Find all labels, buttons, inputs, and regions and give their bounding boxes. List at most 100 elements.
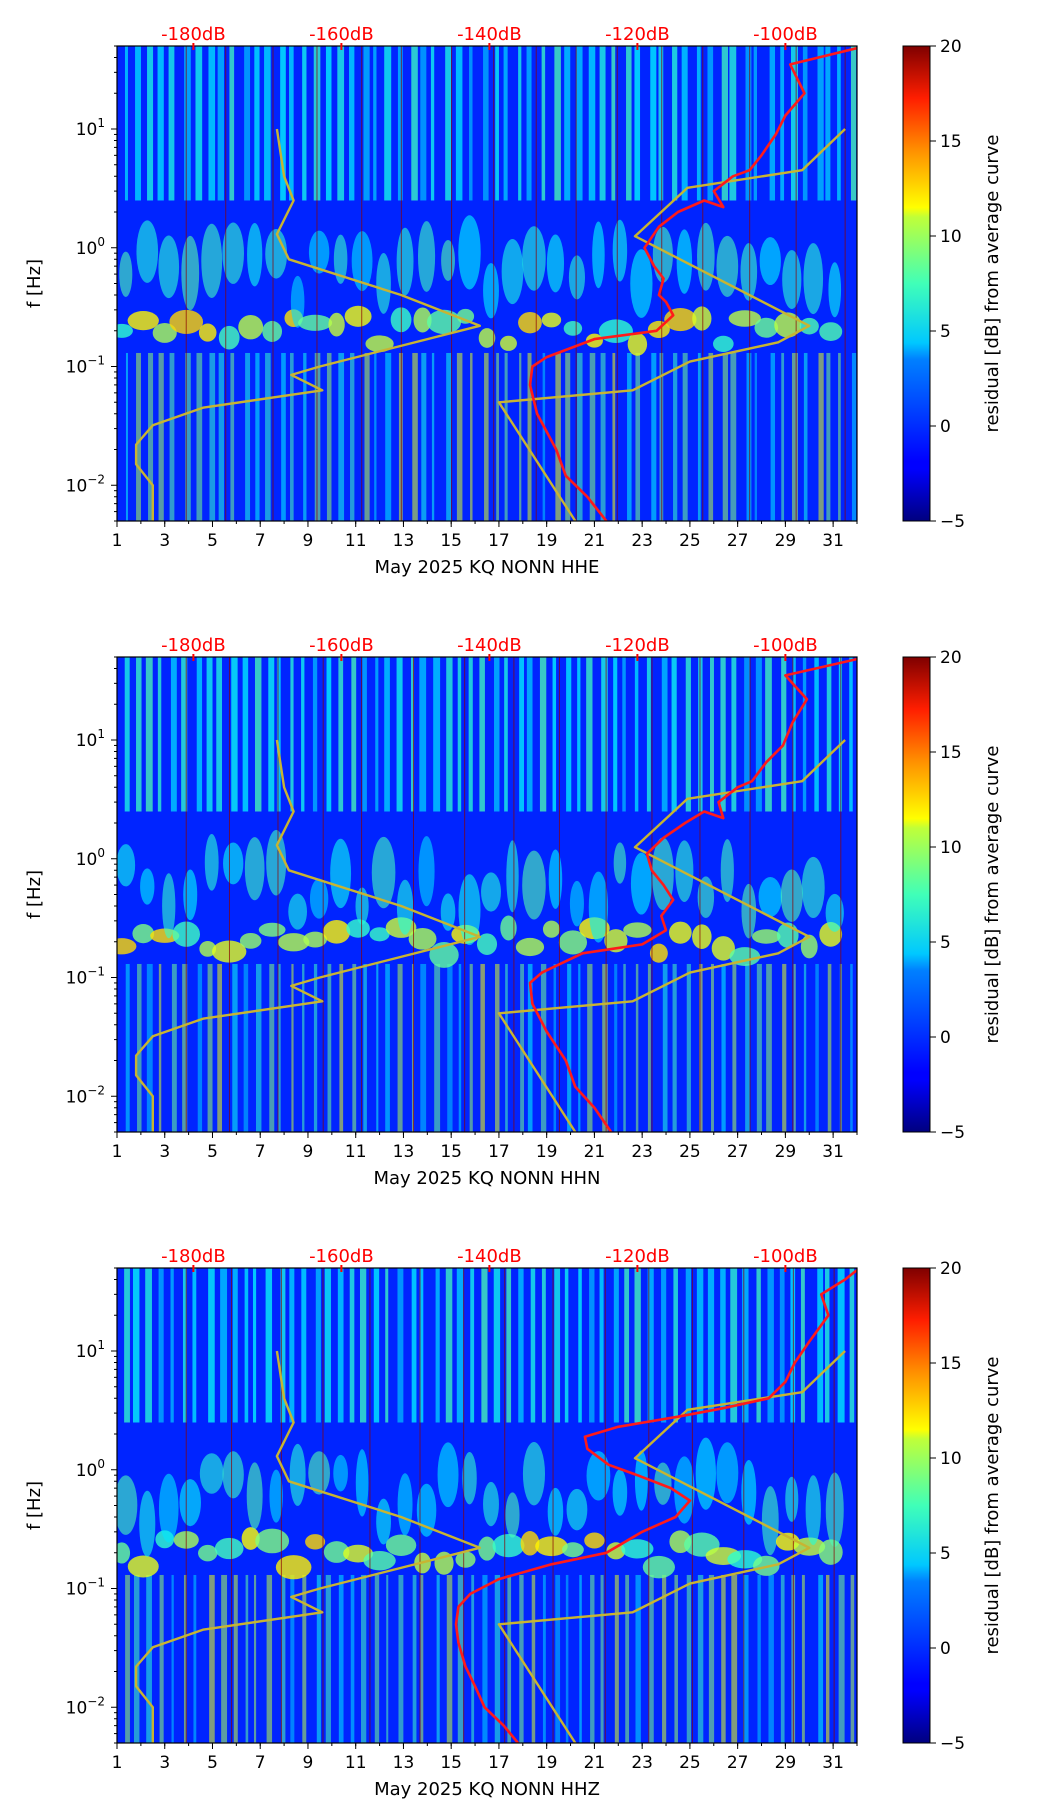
spectrogram-band bbox=[586, 657, 593, 812]
spectrogram-blob bbox=[642, 1555, 675, 1579]
spectrogram-blob bbox=[397, 1473, 413, 1536]
spectrogram-band bbox=[721, 46, 729, 201]
spectrogram-blob bbox=[214, 1537, 244, 1560]
colorbar-tick-label: 20 bbox=[940, 1259, 962, 1279]
spectrogram-band bbox=[481, 1268, 488, 1423]
spectrogram-band bbox=[588, 46, 596, 201]
spectrogram-band bbox=[800, 1268, 805, 1423]
spectrogram-band bbox=[265, 1268, 273, 1423]
spectrogram-blob bbox=[634, 1450, 648, 1511]
spectrogram-band bbox=[171, 1574, 174, 1743]
spectrogram-band bbox=[686, 1574, 692, 1743]
spectrogram-band bbox=[124, 46, 128, 201]
spectrogram-blob bbox=[363, 1550, 396, 1571]
spectrogram-blob bbox=[181, 235, 200, 311]
spectrogram-band bbox=[469, 46, 473, 201]
spectrogram-band bbox=[457, 1574, 464, 1743]
spectrogram-blob bbox=[458, 215, 481, 290]
spectrogram-band bbox=[244, 1268, 249, 1423]
spectrogram-blob bbox=[117, 844, 136, 887]
spectrogram-blob bbox=[333, 1454, 348, 1492]
spectrogram-blob bbox=[800, 934, 818, 959]
x-tick-label: 15 bbox=[440, 1753, 462, 1773]
x-tick-label: 13 bbox=[393, 1753, 415, 1773]
spectrogram-band bbox=[231, 657, 238, 812]
spectrogram-blob bbox=[801, 856, 825, 919]
spectrogram-band bbox=[136, 657, 142, 812]
spectrogram-blob bbox=[303, 931, 328, 948]
spectrogram-blob bbox=[246, 1462, 263, 1530]
spectrogram-band bbox=[721, 963, 726, 1132]
spectrogram-blob bbox=[518, 311, 542, 334]
x-tick-label: 9 bbox=[303, 1753, 314, 1773]
y-axis-label: f [Hz] bbox=[24, 1481, 45, 1530]
spectrogram-band bbox=[170, 1268, 174, 1423]
spectrogram-band bbox=[646, 657, 651, 812]
spectrogram-band bbox=[337, 1268, 344, 1423]
spectrogram-band bbox=[125, 1574, 130, 1743]
spectrogram-band bbox=[146, 1574, 152, 1743]
x-tick-label: 17 bbox=[488, 531, 510, 551]
spectrogram-band bbox=[781, 352, 785, 521]
spectrogram-blob bbox=[692, 306, 712, 331]
spectrogram-band bbox=[849, 657, 853, 812]
spectrogram-band bbox=[158, 1268, 164, 1423]
colorbar-tick-label: 0 bbox=[940, 1028, 951, 1048]
spectrogram-band bbox=[542, 352, 546, 521]
x-tick-label: 19 bbox=[536, 1142, 558, 1162]
spectrogram-band bbox=[600, 352, 606, 521]
spectrogram-band bbox=[541, 1268, 546, 1423]
spectrogram-band bbox=[483, 46, 489, 201]
x-tick-label: 25 bbox=[679, 531, 701, 551]
spectrogram-blob bbox=[440, 893, 456, 931]
spectrogram-band bbox=[779, 1268, 785, 1423]
spectrogram-band bbox=[446, 1574, 453, 1743]
spectrogram-blob bbox=[309, 878, 329, 919]
spectrogram-blob bbox=[481, 872, 501, 912]
spectrogram-band bbox=[430, 46, 435, 201]
spectrogram-band bbox=[661, 657, 668, 812]
x-tick-label: 1 bbox=[112, 1753, 123, 1773]
spectrogram-band bbox=[433, 657, 441, 812]
spectrogram-band bbox=[826, 1574, 830, 1743]
colorbar-tick-label: 10 bbox=[940, 227, 962, 247]
panel-2: 1 3 5 7 9 11 13 15 17 19 21 23 25 27 29 3110−210−110010… bbox=[24, 635, 1003, 1189]
db-scale-label: -140dB bbox=[457, 1246, 522, 1267]
spectrogram-band bbox=[673, 352, 678, 521]
spectrogram-band bbox=[730, 352, 737, 521]
x-tick-label: 3 bbox=[159, 1753, 170, 1773]
spectrogram-band bbox=[504, 657, 508, 812]
spectrogram-band bbox=[312, 657, 318, 812]
spectrogram-band bbox=[802, 657, 807, 812]
spectrogram-blob bbox=[803, 243, 824, 315]
spectrogram-blob bbox=[288, 893, 308, 930]
spectrogram-band bbox=[600, 1574, 604, 1743]
y-tick-label: 101 bbox=[76, 727, 105, 751]
spectrogram-band bbox=[197, 963, 203, 1132]
x-tick-label: 15 bbox=[440, 531, 462, 551]
spectrogram-band bbox=[732, 963, 737, 1132]
spectrogram-band bbox=[326, 352, 332, 521]
spectrogram-blob bbox=[117, 323, 133, 338]
spectrogram-band bbox=[384, 46, 392, 201]
db-scale-label: -100dB bbox=[753, 24, 818, 45]
spectrogram-band bbox=[753, 46, 757, 201]
spectrogram-blob bbox=[675, 840, 694, 902]
spectrogram-band bbox=[301, 657, 305, 812]
spectrogram-band bbox=[707, 1268, 715, 1423]
spectrogram-blob bbox=[740, 243, 758, 301]
spectrogram-blob bbox=[716, 1442, 739, 1504]
spectrogram-band bbox=[624, 1268, 630, 1423]
spectrogram-band bbox=[373, 46, 377, 201]
spectrogram-blob bbox=[612, 1469, 628, 1516]
spectrogram-blob bbox=[586, 1451, 611, 1501]
spectrogram-blob bbox=[441, 239, 455, 281]
y-tick-label: 10−1 bbox=[66, 354, 105, 378]
x-tick-label: 11 bbox=[345, 1753, 367, 1773]
spectrogram-band bbox=[290, 1574, 295, 1743]
x-tick-label: 25 bbox=[679, 1142, 701, 1162]
spectrogram-band bbox=[757, 1574, 761, 1743]
y-axis-label: f [Hz] bbox=[24, 259, 45, 308]
spectrogram-band bbox=[280, 46, 286, 201]
spectrogram-blob bbox=[825, 893, 844, 932]
